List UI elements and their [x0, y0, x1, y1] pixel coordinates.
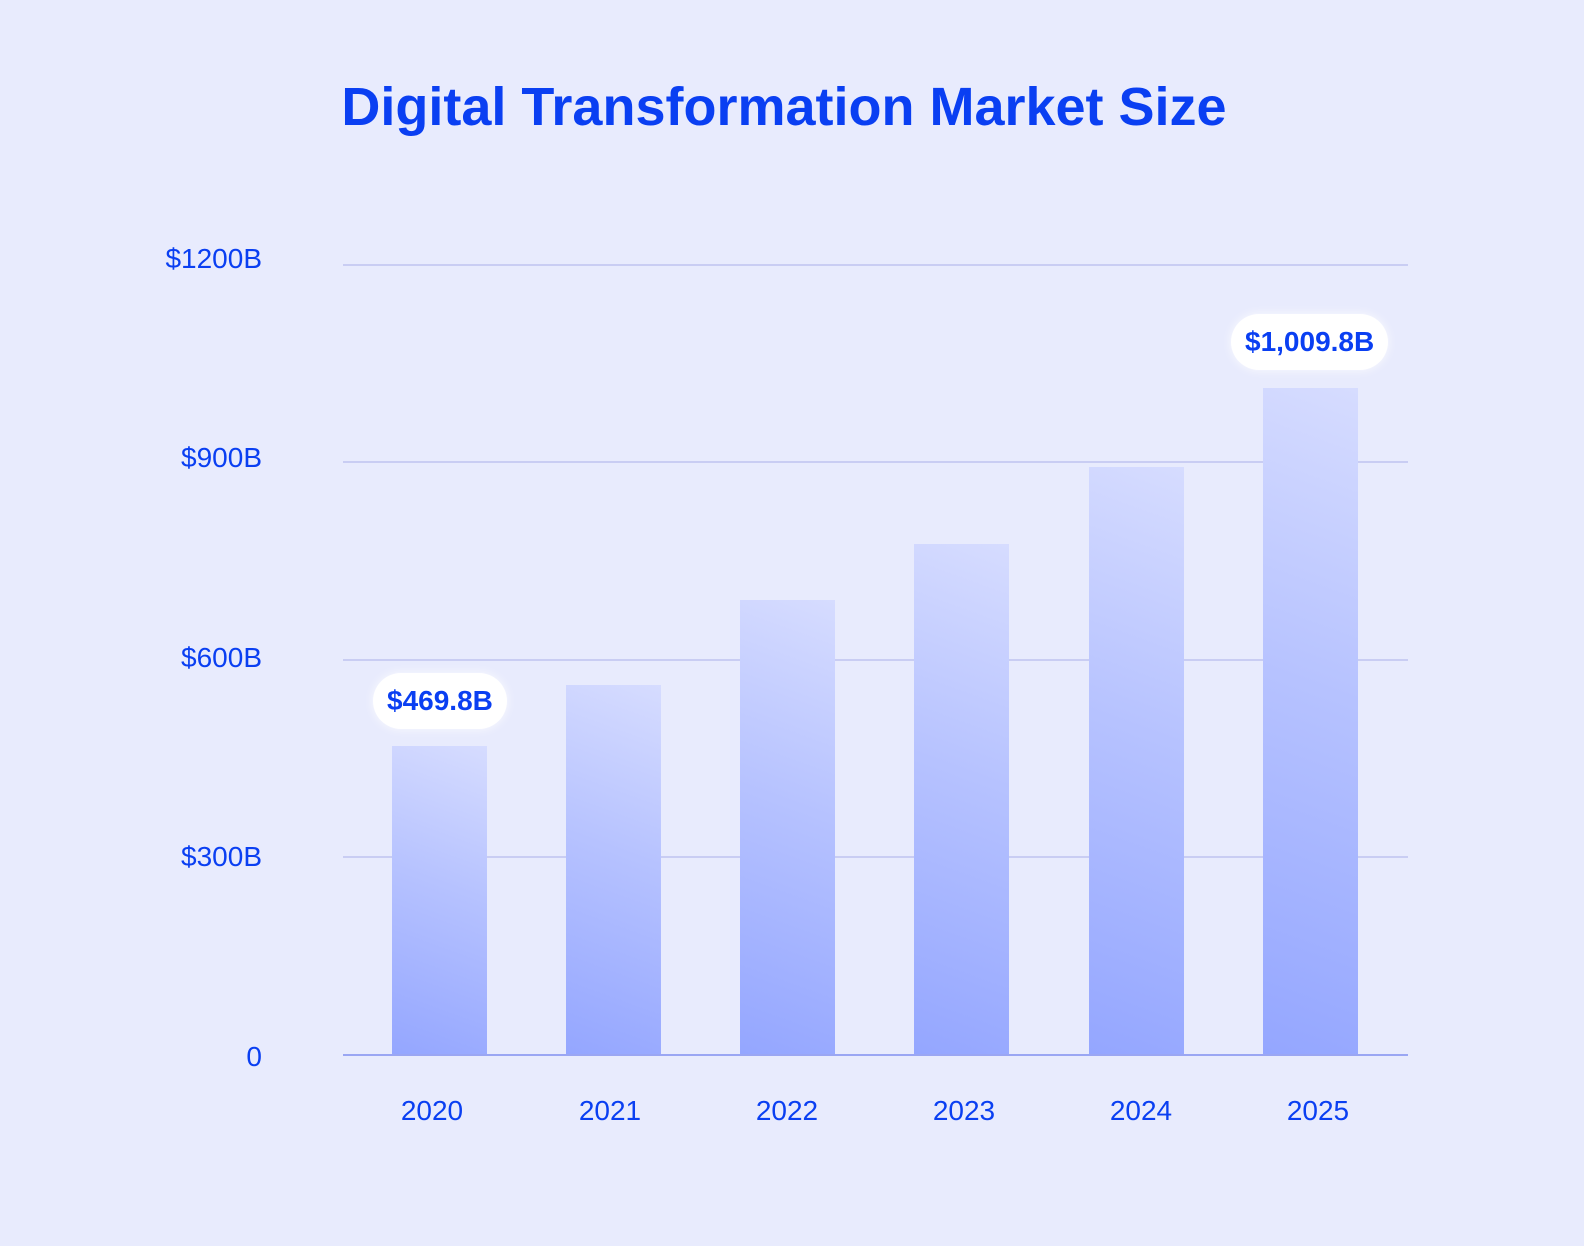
gridline-900	[343, 461, 1408, 463]
bar-2022	[740, 600, 835, 1055]
gridline-600	[343, 659, 1408, 661]
y-tick-300: $300B	[181, 841, 262, 872]
bar-2020	[392, 746, 487, 1055]
plot-area	[343, 264, 1408, 1056]
y-tick-0: 0	[246, 1041, 262, 1072]
bar-2024	[1089, 467, 1184, 1055]
x-tick-2024: 2024	[1109, 1095, 1173, 1126]
x-tick-2020: 2020	[400, 1095, 464, 1126]
chart-title: Digital Transformation Market Size	[341, 77, 1227, 137]
x-tick-2025: 2025	[1286, 1095, 1350, 1126]
bar-2025	[1263, 388, 1358, 1055]
x-tick-2021: 2021	[578, 1095, 642, 1126]
bar-2023	[914, 544, 1009, 1055]
x-axis-baseline	[343, 1054, 1408, 1056]
gridline-300	[343, 856, 1408, 858]
x-tick-2023: 2023	[932, 1095, 996, 1126]
y-tick-600: $600B	[181, 642, 262, 673]
x-tick-2022: 2022	[755, 1095, 819, 1126]
y-tick-1200: $1200B	[165, 243, 262, 274]
value-label-2025: $1,009.8B	[1231, 314, 1389, 370]
bar-2021	[566, 685, 661, 1055]
y-tick-900: $900B	[181, 442, 262, 473]
value-label-2020: $469.8B	[373, 673, 507, 729]
gridline-1200	[343, 264, 1408, 266]
